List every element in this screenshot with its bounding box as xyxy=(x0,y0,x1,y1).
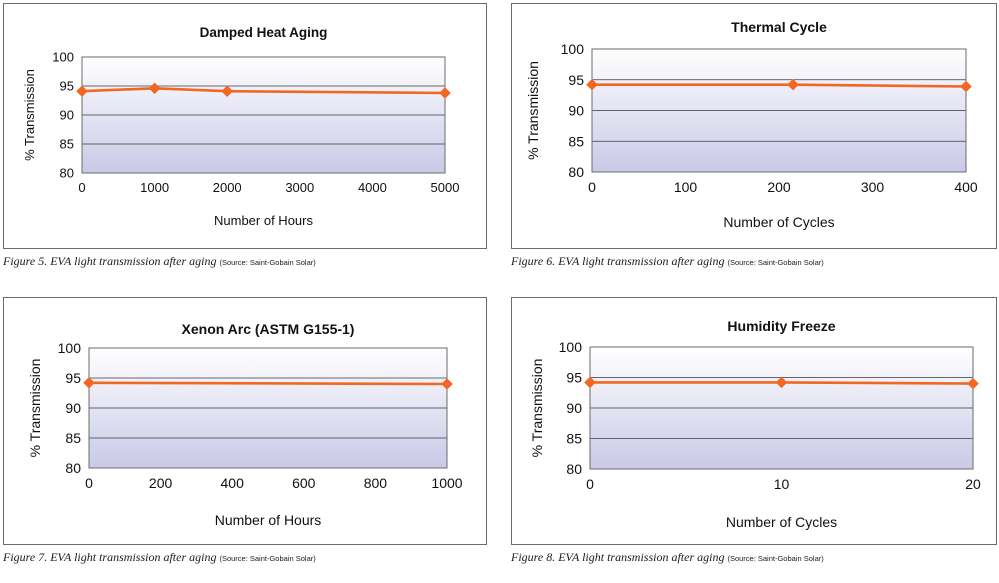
x-tick-label: 200 xyxy=(767,179,791,195)
y-tick-label: 95 xyxy=(60,79,74,94)
y-axis-label: % Transmission xyxy=(525,61,541,160)
thermal-cycle-chart: 80 85 90 95 100 0 100 200 300 400 Thermal Cycle Num… xyxy=(511,3,997,249)
x-tick-label: 4000 xyxy=(358,180,387,195)
caption-text: Figure 6. EVA light transmission after a… xyxy=(511,254,725,268)
y-tick-label: 95 xyxy=(568,72,584,88)
plot-frame xyxy=(81,56,446,174)
chart-title: Damped Heat Aging xyxy=(200,25,328,40)
x-tick-label: 400 xyxy=(221,475,245,491)
y-axis-label: % Transmission xyxy=(529,359,545,458)
y-tick-label: 90 xyxy=(65,400,81,416)
x-tick-label: 300 xyxy=(861,179,885,195)
y-tick-label: 100 xyxy=(58,340,82,356)
y-tick-label: 80 xyxy=(65,460,81,476)
data-point-marker xyxy=(586,78,598,91)
figure-5-caption: Figure 5. EVA light transmission after a… xyxy=(3,254,316,269)
series-line xyxy=(81,87,446,95)
y-tick-label: 95 xyxy=(566,370,582,386)
x-tick-label: 10 xyxy=(774,476,790,492)
figure-6-caption: Figure 6. EVA light transmission after a… xyxy=(511,254,824,269)
y-tick-label: 100 xyxy=(559,339,583,355)
x-axis-label: Number of Hours xyxy=(215,512,322,528)
series-line xyxy=(88,381,448,386)
x-tick-label: 0 xyxy=(85,475,93,491)
x-tick-label: 200 xyxy=(149,475,173,491)
figure-6-panel: 80 85 90 95 100 0 100 200 300 400 Thermal Cycle Num… xyxy=(511,3,997,275)
x-axis-label: Number of Cycles xyxy=(726,514,837,530)
x-tick-label: 0 xyxy=(78,180,85,195)
x-tick-label: 1000 xyxy=(431,475,462,491)
y-tick-label: 100 xyxy=(52,50,74,65)
plot-frame xyxy=(88,347,448,469)
y-tick-label: 85 xyxy=(65,430,81,446)
data-point-marker xyxy=(148,82,161,95)
xenon-arc-chart: 80 85 90 95 100 0 200 400 600 800 1000 Xenon Arc (A… xyxy=(3,297,487,545)
x-tick-label: 0 xyxy=(586,476,594,492)
x-tick-label: 1000 xyxy=(140,180,169,195)
caption-source: (Source: Saint-Gobain Solar) xyxy=(727,258,824,267)
caption-source: (Source: Saint-Gobain Solar) xyxy=(219,554,316,563)
figure-8-caption: Figure 8. EVA light transmission after a… xyxy=(511,550,824,565)
y-tick-label: 90 xyxy=(60,108,74,123)
data-point-marker xyxy=(83,376,95,389)
x-tick-label: 2000 xyxy=(213,180,242,195)
y-tick-label: 80 xyxy=(566,461,582,477)
data-point-marker xyxy=(967,377,979,390)
plot-frame xyxy=(589,346,974,470)
x-tick-label: 20 xyxy=(965,476,981,492)
x-tick-label: 3000 xyxy=(285,180,314,195)
caption-text: Figure 8. EVA light transmission after a… xyxy=(511,550,725,564)
chart-title: Xenon Arc (ASTM G155-1) xyxy=(182,321,355,337)
data-point-marker xyxy=(221,85,234,98)
y-axis-label: % Transmission xyxy=(27,359,43,458)
y-tick-label: 90 xyxy=(566,400,582,416)
figure-7-panel: 80 85 90 95 100 0 200 400 600 800 1000 Xenon Arc (A… xyxy=(3,297,487,573)
data-point-marker xyxy=(441,378,453,390)
x-axis-label: Number of Hours xyxy=(214,213,313,228)
figure-5-panel: 80 85 90 95 100 0 1000 2000 3000 4000 5000 Damped H… xyxy=(3,3,487,275)
x-tick-label: 800 xyxy=(364,475,388,491)
y-tick-label: 80 xyxy=(568,164,584,180)
caption-source: (Source: Saint-Gobain Solar) xyxy=(727,554,824,563)
chart-title: Thermal Cycle xyxy=(731,19,827,35)
x-tick-label: 100 xyxy=(674,179,698,195)
caption-text: Figure 7. EVA light transmission after a… xyxy=(3,550,217,564)
x-axis-label: Number of Cycles xyxy=(723,214,834,230)
data-point-marker xyxy=(439,87,451,99)
y-tick-label: 80 xyxy=(60,166,74,181)
damped-heat-chart: 80 85 90 95 100 0 1000 2000 3000 4000 5000 Damped H… xyxy=(3,3,487,249)
y-tick-label: 85 xyxy=(60,137,74,152)
caption-text: Figure 5. EVA light transmission after a… xyxy=(3,254,217,268)
x-tick-label: 5000 xyxy=(431,180,460,195)
data-point-marker xyxy=(775,376,788,389)
y-tick-label: 90 xyxy=(568,103,584,119)
y-tick-label: 85 xyxy=(568,133,584,149)
figure-8-panel: 80 85 90 95 100 0 10 20 Humidity Freeze Number of… xyxy=(511,297,997,573)
y-tick-label: 95 xyxy=(65,370,81,386)
y-tick-label: 85 xyxy=(566,431,582,447)
figure-7-caption: Figure 7. EVA light transmission after a… xyxy=(3,550,316,565)
x-tick-label: 600 xyxy=(292,475,316,491)
caption-source: (Source: Saint-Gobain Solar) xyxy=(219,258,316,267)
x-tick-label: 400 xyxy=(954,179,978,195)
data-point-marker xyxy=(960,80,972,93)
chart-title: Humidity Freeze xyxy=(727,318,835,334)
data-point-marker xyxy=(787,78,799,91)
data-point-marker xyxy=(76,85,88,98)
y-axis-label: % Transmission xyxy=(22,69,37,161)
data-point-marker xyxy=(584,376,596,389)
x-tick-label: 0 xyxy=(588,179,596,195)
humidity-freeze-chart: 80 85 90 95 100 0 10 20 Humidity Freeze Number of… xyxy=(511,297,997,545)
y-tick-label: 100 xyxy=(561,41,585,57)
plot-frame xyxy=(591,48,967,173)
